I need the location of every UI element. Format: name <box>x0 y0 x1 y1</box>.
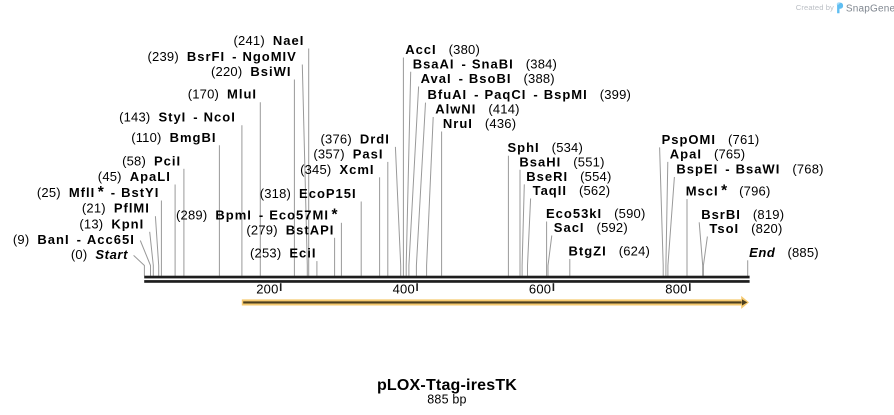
svg-text:885 bp: 885 bp <box>427 393 466 407</box>
svg-text:600: 600 <box>529 282 551 297</box>
svg-text:BtgZI(624): BtgZI (624) <box>569 244 651 259</box>
svg-text:TaqII(562): TaqII (562) <box>533 183 611 198</box>
svg-text:BseRI(554): BseRI (554) <box>526 169 611 184</box>
svg-text:(241)NaeI: (241) NaeI <box>234 33 305 48</box>
svg-text:(0)Start: (0) Start <box>71 247 128 262</box>
svg-text:BsrBI(819): BsrBI (819) <box>701 207 784 222</box>
svg-text:Created by: Created by <box>796 3 834 12</box>
svg-text:AvaI-BsoBI(388): AvaI - BsoBI (388) <box>421 71 555 86</box>
svg-text:(220)BsiWI: (220) BsiWI <box>211 64 291 79</box>
svg-text:AccI(380): AccI (380) <box>405 42 480 57</box>
svg-text:NruI(436): NruI (436) <box>443 116 516 131</box>
svg-text:(9)BanI-Acc65I: (9) BanI - Acc65I <box>13 232 135 247</box>
svg-text:(376)DrdI: (376) DrdI <box>321 131 390 146</box>
svg-text:BfuAI-PaqCI-BspMI(399): BfuAI - PaqCI - BspMI (399) <box>428 87 632 102</box>
svg-text:SphI(534): SphI (534) <box>508 140 584 155</box>
svg-text:(25)MflI*-BstYI: (25) MflI * - BstYI <box>37 184 159 201</box>
svg-text:(318)EcoP15I: (318) EcoP15I <box>260 186 357 201</box>
svg-text:ApaI(765): ApaI (765) <box>670 146 746 161</box>
svg-text:MscI*(796): MscI * (796) <box>686 183 771 200</box>
svg-text:(143)StyI-NcoI: (143) StyI - NcoI <box>119 110 236 125</box>
svg-text:pLOX-Ttag-iresTK: pLOX-Ttag-iresTK <box>377 377 517 394</box>
svg-text:Eco53kI(590): Eco53kI (590) <box>546 206 646 221</box>
svg-text:(21)PflMI: (21) PflMI <box>82 201 150 216</box>
svg-text:800: 800 <box>665 282 687 297</box>
svg-text:TsoI(820): TsoI (820) <box>709 221 782 236</box>
svg-text:BsaAI-SnaBI(384): BsaAI - SnaBI (384) <box>413 56 557 71</box>
svg-text:(170)MluI: (170) MluI <box>188 87 257 102</box>
svg-text:400: 400 <box>393 282 415 297</box>
svg-text:AlwNI(414): AlwNI (414) <box>435 102 519 117</box>
svg-text:End(885): End (885) <box>749 245 819 260</box>
svg-text:BspEI-BsaWI(768): BspEI - BsaWI (768) <box>676 162 823 177</box>
svg-text:(110)BmgBI: (110) BmgBI <box>131 130 216 145</box>
svg-text:(239)BsrFI-NgoMIV: (239) BsrFI - NgoMIV <box>148 49 297 64</box>
svg-text:200: 200 <box>256 282 278 297</box>
svg-text:PspOMI(761): PspOMI (761) <box>662 132 760 147</box>
svg-text:(13)KpnI: (13) KpnI <box>79 216 144 231</box>
svg-text:(45)ApaLI: (45) ApaLI <box>98 169 171 184</box>
svg-text:(289)BpmI-Eco57MI*: (289) BpmI - Eco57MI * <box>176 206 338 223</box>
svg-text:(58)PciI: (58) PciI <box>122 153 181 168</box>
svg-text:(357)PasI: (357) PasI <box>313 146 383 161</box>
svg-text:(279)BstAPI: (279) BstAPI <box>246 222 334 237</box>
svg-text:(253)EciI: (253) EciI <box>250 246 316 261</box>
svg-text:SnapGene: SnapGene <box>846 4 894 15</box>
svg-text:(345)XcmI: (345) XcmI <box>300 162 374 177</box>
svg-text:SacI(592): SacI (592) <box>554 220 628 235</box>
svg-text:BsaHI(551): BsaHI (551) <box>519 154 604 169</box>
